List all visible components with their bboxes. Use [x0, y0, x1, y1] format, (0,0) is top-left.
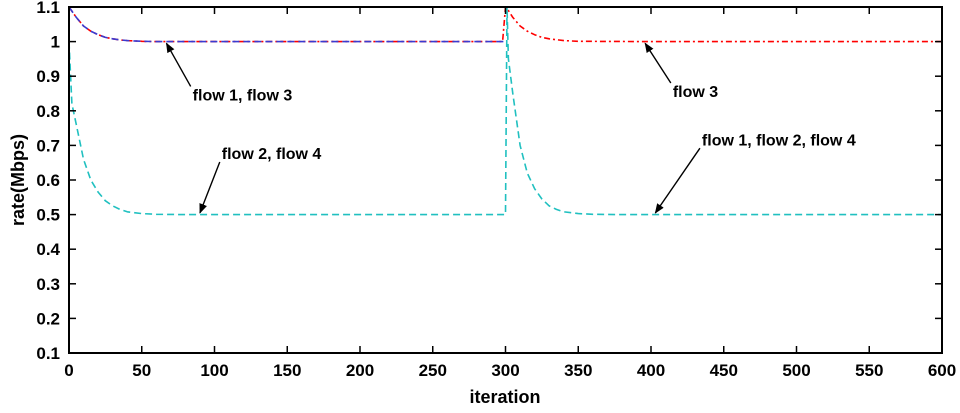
- x-tick-label: 450: [710, 361, 738, 380]
- plot-frame: [68, 6, 943, 354]
- x-tick-label: 300: [491, 361, 519, 380]
- annotation-arrow: [165, 42, 192, 87]
- y-tick-label: 0.1: [36, 344, 60, 363]
- x-tick-label: 150: [273, 361, 301, 380]
- series-line-3: [68, 6, 942, 216]
- x-tick-label: 200: [346, 361, 374, 380]
- x-axis-label: iteration: [469, 387, 540, 407]
- x-tick-label: 0: [64, 361, 73, 380]
- y-tick-label: 0.9: [36, 67, 60, 86]
- annotation-arrow: [644, 42, 672, 84]
- y-tick-label: 1.1: [36, 0, 60, 17]
- annotations: flow 1, flow 3 flow 3 flow 2, flow 4 flow 1…: [165, 42, 856, 214]
- x-tick-label: 550: [855, 361, 883, 380]
- y-tick-label: 0.7: [36, 136, 60, 155]
- annotation-arrow: [199, 161, 221, 214]
- y-tick-label: 0.6: [36, 171, 60, 190]
- y-tick-label: 0.2: [36, 309, 60, 328]
- x-tick-label: 250: [419, 361, 447, 380]
- annotation-label: flow 1, flow 2, flow 4: [702, 132, 856, 149]
- annotation-label: flow 2, flow 4: [222, 146, 322, 163]
- y-tick-label: 0.5: [36, 206, 60, 225]
- plot-area: [68, 6, 942, 216]
- y-axis-label: rate(Mbps): [8, 134, 28, 226]
- annotation-label: flow 1, flow 3: [193, 87, 293, 104]
- annotation-arrow: [654, 147, 701, 214]
- x-tick-label: 500: [782, 361, 810, 380]
- y-tick-label: 0.8: [36, 102, 60, 121]
- annotation-label: flow 3: [673, 84, 718, 101]
- x-tick-label: 400: [637, 361, 665, 380]
- x-tick-label: 350: [564, 361, 592, 380]
- y-tick-label: 1: [51, 33, 60, 52]
- x-tick-label: 50: [132, 361, 151, 380]
- x-tick-label: 100: [200, 361, 228, 380]
- y-tick-label: 0.4: [36, 240, 60, 259]
- axis-ticks: 0 50 100 150 200 250 300 350 400 450 500 550 600 0.1 0…: [36, 0, 956, 380]
- y-tick-label: 0.3: [36, 275, 60, 294]
- x-tick-label: 600: [928, 361, 956, 380]
- series-line-2: [68, 6, 506, 43]
